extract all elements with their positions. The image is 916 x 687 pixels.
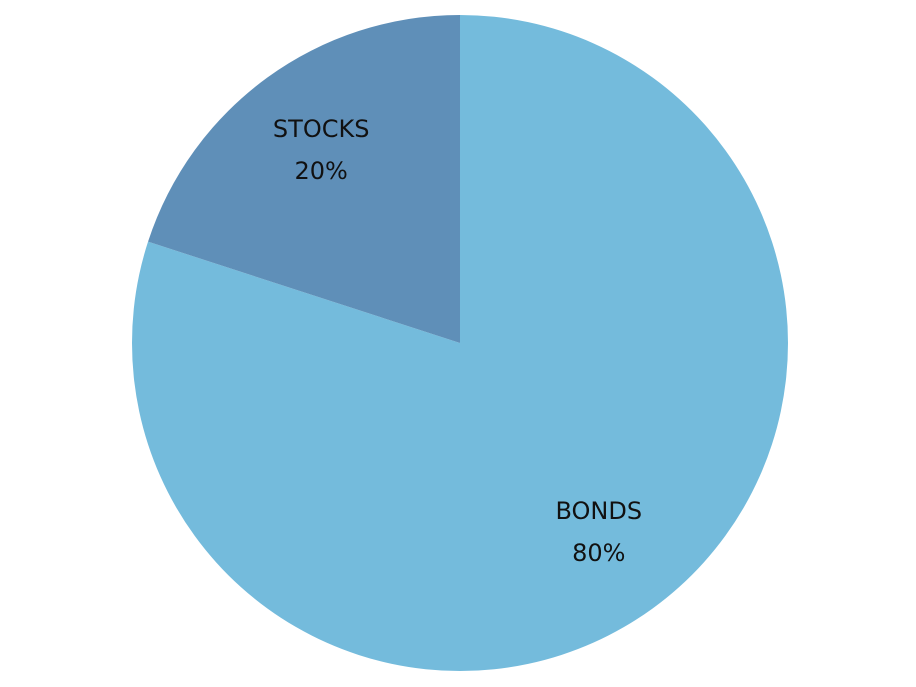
slice-label: BONDS: [556, 497, 643, 525]
slice-label: STOCKS: [273, 115, 370, 143]
pie-slice: [148, 15, 460, 343]
slice-value-label: 20%: [295, 157, 348, 185]
slice-value-label: 80%: [572, 539, 625, 567]
